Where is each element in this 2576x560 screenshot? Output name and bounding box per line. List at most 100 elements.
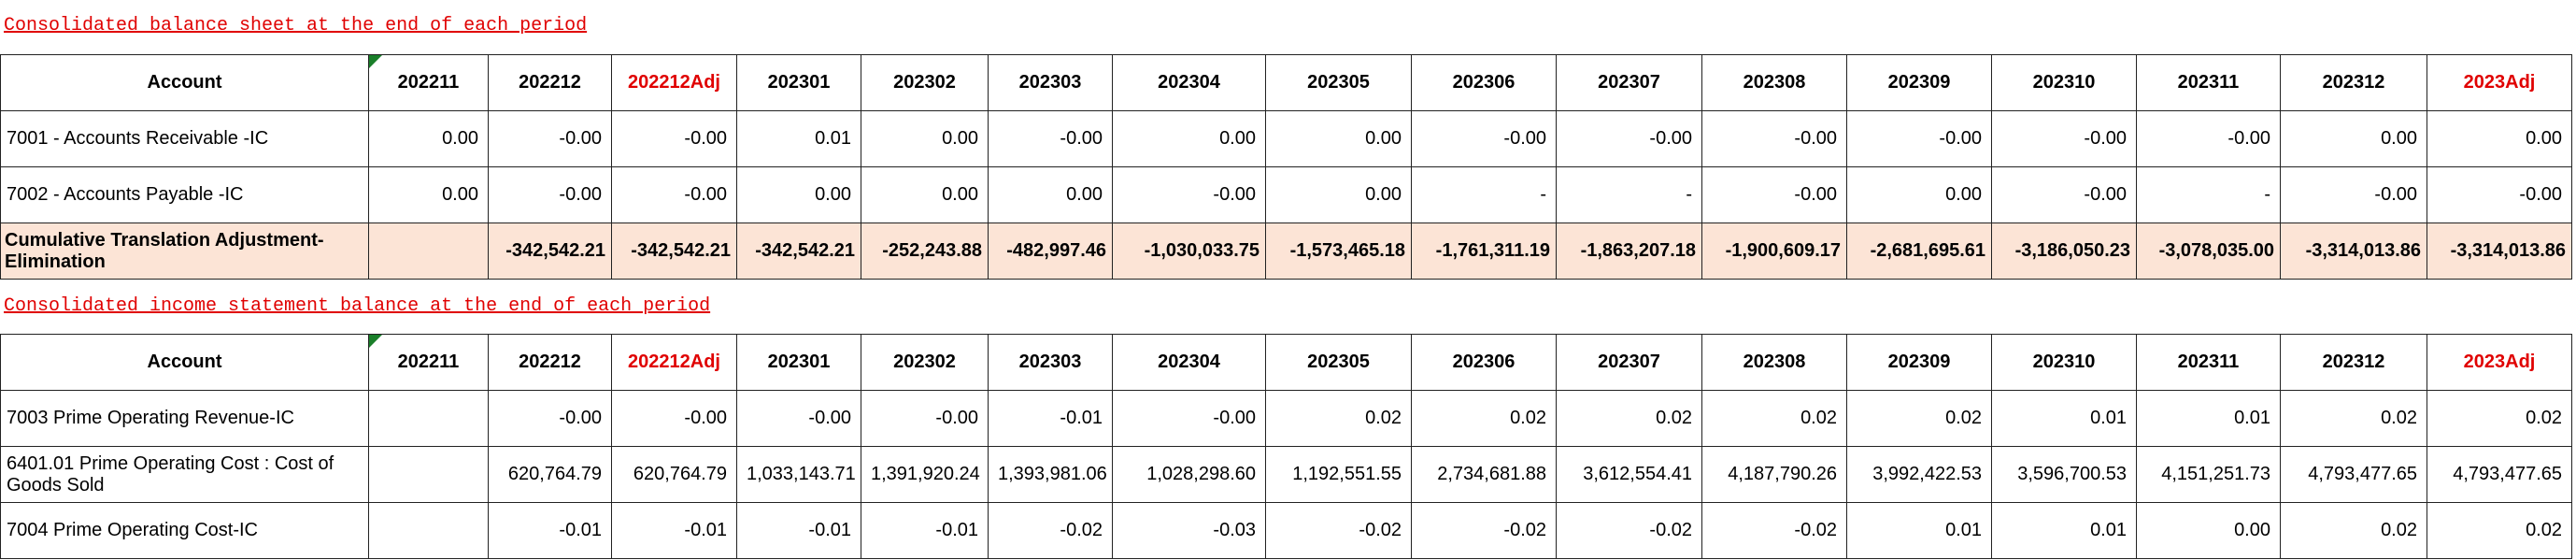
value-cell: 1,192,551.55 (1265, 446, 1412, 503)
column-header: 202304 (1112, 54, 1266, 111)
value-cell: -0.00 (611, 166, 737, 223)
account-cell: 6401.01 Prime Operating Cost : Cost of G… (0, 446, 369, 503)
value-cell: -1,863,207.18 (1556, 223, 1702, 280)
balance-table: Account 202211 202212 202212Adj 202301 202302… (0, 54, 2572, 280)
value-cell: 1,393,981.06 (988, 446, 1113, 503)
column-header: 202310 (1991, 54, 2137, 111)
column-header: 202304 (1112, 334, 1266, 391)
value-cell: -482,997.46 (988, 223, 1113, 280)
value-cell: 0.01 (1846, 502, 1992, 559)
value-cell: 1,028,298.60 (1112, 446, 1266, 503)
value-cell: -0.00 (1701, 166, 1847, 223)
value-cell: -0.00 (1112, 166, 1266, 223)
value-cell: 0.00 (1846, 166, 1992, 223)
column-header: 202311 (2136, 334, 2281, 391)
value-cell: 0.01 (1991, 390, 2137, 447)
value-cell: 0.00 (988, 166, 1113, 223)
value-cell: -0.00 (1846, 110, 1992, 167)
value-cell: -0.00 (988, 110, 1113, 167)
value-cell: 3,612,554.41 (1556, 446, 1702, 503)
value-cell: 4,151,251.73 (2136, 446, 2281, 503)
value-cell: -3,078,035.00 (2136, 223, 2281, 280)
column-header: Account (0, 54, 369, 111)
column-header: 202212Adj (611, 334, 737, 391)
value-cell: 0.02 (2427, 390, 2572, 447)
value-cell: -0.00 (488, 390, 612, 447)
column-header: 202307 (1556, 334, 1702, 391)
value-cell: -342,542.21 (488, 223, 612, 280)
value-cell: 4,187,790.26 (1701, 446, 1847, 503)
column-header: 202312 (2280, 54, 2427, 111)
data-row: 7003 Prime Operating Revenue-IC -0.00 -0.0… (0, 390, 2572, 447)
value-cell: 0.00 (1112, 110, 1266, 167)
value-cell: -0.00 (2427, 166, 2572, 223)
column-header: 202310 (1991, 334, 2137, 391)
column-header: 202306 (1411, 334, 1557, 391)
value-cell: 0.02 (1556, 390, 1702, 447)
value-cell: -0.00 (2280, 166, 2427, 223)
column-header: 202211 (368, 54, 489, 111)
value-cell: -0.00 (488, 166, 612, 223)
column-header: 202301 (736, 54, 861, 111)
column-header: 202212 (488, 54, 612, 111)
value-cell: 0.02 (1265, 390, 1412, 447)
column-header: 202305 (1265, 54, 1412, 111)
value-cell: -0.02 (1701, 502, 1847, 559)
account-cell: 7004 Prime Operating Cost-IC (0, 502, 369, 559)
value-cell: -0.00 (1112, 390, 1266, 447)
value-cell: -0.00 (488, 110, 612, 167)
value-cell: 0.01 (2136, 390, 2281, 447)
value-cell: -0.00 (861, 390, 989, 447)
column-header: 202311 (2136, 54, 2281, 111)
value-cell: -0.00 (611, 390, 737, 447)
column-header: 202309 (1846, 54, 1992, 111)
column-header: 202309 (1846, 334, 1992, 391)
value-cell: -342,542.21 (611, 223, 737, 280)
section-title: Consolidated balance sheet at the end of… (4, 15, 588, 36)
column-header: 202306 (1411, 54, 1557, 111)
value-cell: -0.01 (988, 390, 1113, 447)
account-cell: 7001 - Accounts Receivable -IC (0, 110, 369, 167)
column-header: 202312 (2280, 334, 2427, 391)
value-cell: 0.00 (861, 166, 989, 223)
value-cell: -0.02 (1265, 502, 1412, 559)
column-header: 202301 (736, 334, 861, 391)
value-cell: - (2136, 166, 2281, 223)
value-cell: -0.00 (1556, 110, 1702, 167)
value-cell: -1,030,033.75 (1112, 223, 1266, 280)
value-cell: -0.02 (1411, 502, 1557, 559)
data-row: 6401.01 Prime Operating Cost : Cost of G… (0, 446, 2572, 503)
column-header: 2023Adj (2427, 334, 2572, 391)
column-header: 202302 (861, 334, 989, 391)
value-cell: 2,734,681.88 (1411, 446, 1557, 503)
value-cell: -1,573,465.18 (1265, 223, 1412, 280)
value-cell: -0.00 (1411, 110, 1557, 167)
column-header: 202212 (488, 334, 612, 391)
value-cell: 0.02 (1701, 390, 1847, 447)
value-cell: -0.03 (1112, 502, 1266, 559)
value-cell: -3,314,013.86 (2280, 223, 2427, 280)
value-cell: -0.00 (1991, 166, 2137, 223)
value-cell: 0.02 (2427, 502, 2572, 559)
value-cell: -0.01 (736, 502, 861, 559)
value-cell: -0.00 (611, 110, 737, 167)
income-table: Account 202211 202212 202212Adj 202301 202302… (0, 334, 2572, 559)
value-cell: - (1556, 166, 1702, 223)
column-header: 202211 (368, 334, 489, 391)
value-cell (368, 223, 489, 280)
account-cell: 7003 Prime Operating Revenue-IC (0, 390, 369, 447)
value-cell: -0.01 (611, 502, 737, 559)
value-cell: -0.02 (1556, 502, 1702, 559)
value-cell: 0.02 (1411, 390, 1557, 447)
value-cell: 620,764.79 (488, 446, 612, 503)
value-cell: 0.00 (368, 166, 489, 223)
value-cell: 0.01 (1991, 502, 2137, 559)
column-header: 202308 (1701, 54, 1847, 111)
value-cell: 0.00 (368, 110, 489, 167)
data-row: Cumulative Translation Adjustment-Elimin… (0, 223, 2572, 280)
value-cell: -1,900,609.17 (1701, 223, 1847, 280)
value-cell: -0.00 (1701, 110, 1847, 167)
value-cell: 4,793,477.65 (2280, 446, 2427, 503)
value-cell: 0.02 (2280, 502, 2427, 559)
value-cell: 4,793,477.65 (2427, 446, 2572, 503)
